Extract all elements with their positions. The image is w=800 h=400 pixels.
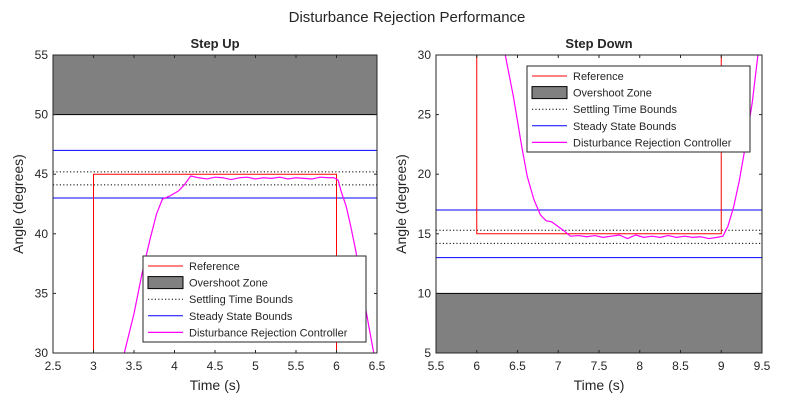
- chart-title: Step Up: [190, 36, 239, 51]
- y-tick-label: 55: [35, 48, 49, 62]
- x-tick-label: 5.5: [428, 359, 445, 373]
- y-tick-label: 40: [35, 227, 49, 241]
- x-tick-label: 4: [171, 359, 178, 373]
- figure-title: Disturbance Rejection Performance: [289, 9, 526, 26]
- legend-label: Overshoot Zone: [189, 278, 268, 290]
- x-axis-label: Time (s): [574, 377, 625, 393]
- legend-box: [526, 65, 751, 153]
- legend-item: Steady State Bounds: [148, 311, 293, 323]
- legend-item: Disturbance Rejection Controller: [148, 327, 348, 339]
- x-tick-label: 6: [333, 359, 340, 373]
- x-tick-label: 3.5: [126, 359, 143, 373]
- y-tick-label: 15: [418, 227, 432, 241]
- x-tick-label: 7.5: [591, 359, 608, 373]
- legend-label: Reference: [573, 71, 624, 83]
- x-tick-label: 5: [252, 359, 259, 373]
- x-tick-label: 9.5: [754, 359, 771, 373]
- y-tick-label: 5: [424, 346, 431, 360]
- x-tick-label: 3: [90, 359, 97, 373]
- chart-title: Step Down: [565, 36, 632, 51]
- y-axis-label: Angle (degrees): [10, 154, 26, 254]
- legend-item: Settling Time Bounds: [532, 104, 677, 116]
- legend-item: Steady State Bounds: [532, 121, 677, 133]
- legend-label: Disturbance Rejection Controller: [573, 137, 732, 149]
- legend-label: Steady State Bounds: [189, 311, 293, 323]
- legend-swatch-overshoot: [531, 86, 568, 100]
- legend-item: Reference: [148, 261, 240, 273]
- y-tick-label: 25: [418, 108, 432, 122]
- legend-item: Overshoot Zone: [531, 86, 652, 100]
- overshoot-zone: [436, 292, 762, 353]
- controller-line: [504, 55, 759, 240]
- legend-item: Disturbance Rejection Controller: [532, 137, 732, 149]
- legend: Reference Overshoot Zone Settling Time Bou…: [526, 65, 751, 153]
- legend-label: Reference: [189, 261, 240, 273]
- legend: Reference Overshoot Zone Settling Time Bou…: [142, 255, 367, 343]
- y-tick-label: 30: [418, 48, 432, 62]
- x-tick-label: 6.5: [369, 359, 386, 373]
- x-tick-label: 7: [555, 359, 562, 373]
- legend-item: Settling Time Bounds: [148, 294, 293, 306]
- y-tick-label: 30: [35, 346, 49, 360]
- legend-swatch-overshoot: [147, 276, 184, 290]
- x-axis-label: Time (s): [190, 377, 241, 393]
- x-tick-label: 6: [473, 359, 480, 373]
- y-axis-label: Angle (degrees): [393, 154, 409, 254]
- legend-item: Reference: [532, 71, 624, 83]
- y-tick-label: 35: [35, 286, 49, 300]
- x-tick-label: 8.5: [672, 359, 689, 373]
- y-tick-label: 10: [418, 286, 432, 300]
- legend-label: Settling Time Bounds: [573, 104, 677, 116]
- legend-box: [142, 255, 367, 343]
- plot-content: [53, 55, 377, 353]
- overshoot-zone: [53, 55, 377, 116]
- legend-label: Disturbance Rejection Controller: [189, 327, 348, 339]
- y-tick-label: 20: [418, 167, 432, 181]
- legend-label: Settling Time Bounds: [189, 294, 293, 306]
- legend-label: Overshoot Zone: [573, 88, 652, 100]
- chart-step-down: 5.5 6 6.5 7 7.5 8 8.5 9 9.5 5 10 15 20 25 30 Step Down T…: [393, 36, 771, 393]
- y-tick-label: 45: [35, 167, 49, 181]
- plot-content: [436, 55, 762, 353]
- x-tick-label: 4.5: [207, 359, 224, 373]
- y-tick-label: 50: [35, 108, 49, 122]
- legend-item: Overshoot Zone: [147, 276, 268, 290]
- controller-line: [123, 175, 375, 353]
- x-tick-label: 6.5: [509, 359, 526, 373]
- x-tick-label: 2.5: [45, 359, 62, 373]
- chart-step-up: 2.5 3 3.5 4 4.5 5 5.5 6 6.5 30 35 40 45 50 55 Step Up Ti…: [10, 36, 386, 393]
- legend-label: Steady State Bounds: [573, 121, 677, 133]
- x-tick-label: 8: [636, 359, 643, 373]
- x-tick-label: 9: [718, 359, 725, 373]
- x-tick-label: 5.5: [288, 359, 305, 373]
